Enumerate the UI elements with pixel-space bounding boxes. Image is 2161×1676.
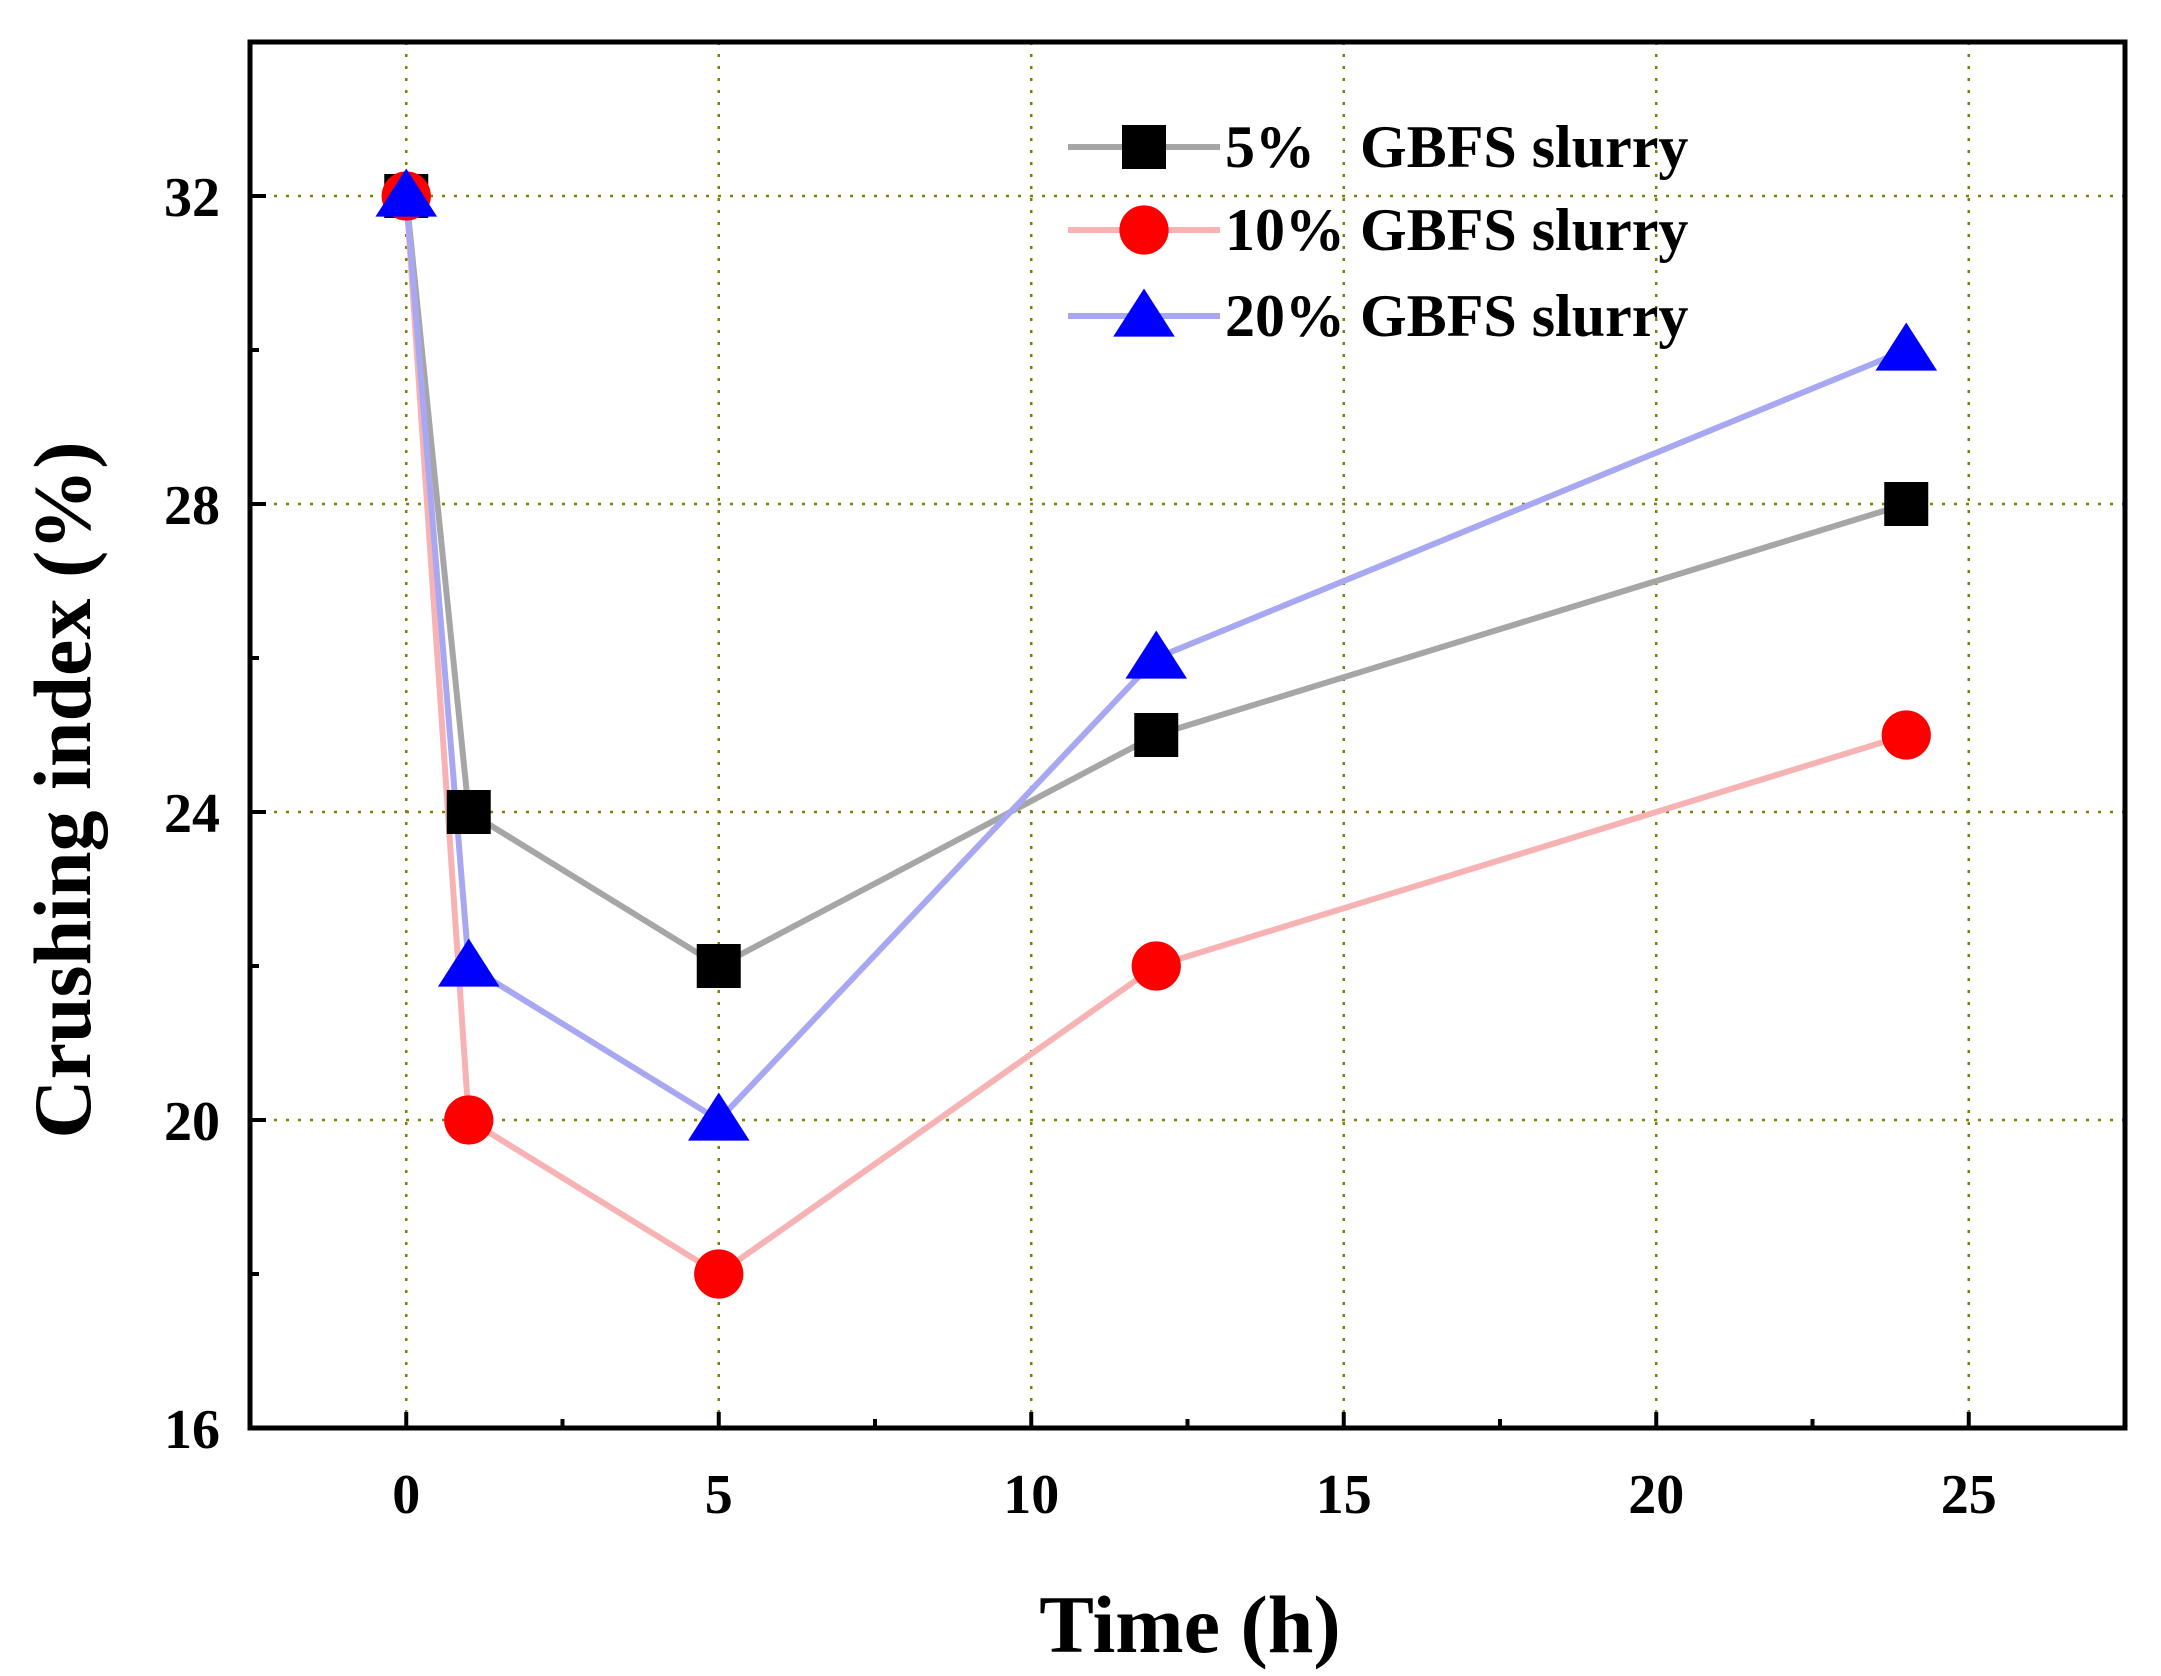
x-tick-label-0: 0 [392,1464,420,1526]
x-tick-label-25: 25 [1941,1464,1997,1526]
point-5pct-t1 [446,790,491,834]
axis-ticks [250,194,1971,1430]
legend-label-20pct: 20% GBFS slurry [1225,283,1688,349]
y-tick-label-32: 32 [164,167,220,229]
point-10pct-t1 [444,1095,494,1145]
point-5pct-t12 [1134,713,1179,757]
x-tick-label-20: 20 [1628,1464,1684,1526]
x-tick-label-10: 10 [1003,1464,1059,1526]
point-20pct-t24 [1875,322,1938,371]
legend-marker-20pct [1113,288,1175,337]
point-10pct-t12 [1131,941,1181,991]
y-axis-title: Crushing index (%) [17,441,108,1138]
point-5pct-t24 [1884,482,1929,526]
y-tick-label-20: 20 [164,1091,220,1153]
legend-label-10pct: 10% GBFS slurry [1225,197,1688,263]
point-5pct-t5 [696,944,741,988]
point-10pct-t24 [1881,710,1931,760]
legend-marker-10pct [1119,205,1169,255]
x-axis-title: Time (h) [1039,1579,1340,1670]
point-20pct-t0 [375,168,438,217]
series-markers [375,168,1938,1299]
grid-lines [250,42,2125,1428]
y-tick-label-28: 28 [164,475,220,537]
x-tick-label-15: 15 [1316,1464,1372,1526]
point-10pct-t5 [694,1249,744,1299]
legend: 5% GBFS slurry 10% GBFS slurry 20% GBFS sl… [1068,114,1688,349]
legend-label-5pct: 5% GBFS slurry [1225,114,1688,180]
point-20pct-t12 [1125,630,1188,679]
legend-marker-5pct [1122,125,1166,169]
y-tick-label-24: 24 [164,783,220,845]
x-tick-label-5: 5 [705,1464,733,1526]
point-20pct-t5 [687,1092,750,1141]
tick-labels: 0 5 10 15 20 25 16 20 24 28 32 [164,167,1997,1526]
y-tick-label-16: 16 [164,1399,220,1461]
point-20pct-t1 [437,938,500,987]
